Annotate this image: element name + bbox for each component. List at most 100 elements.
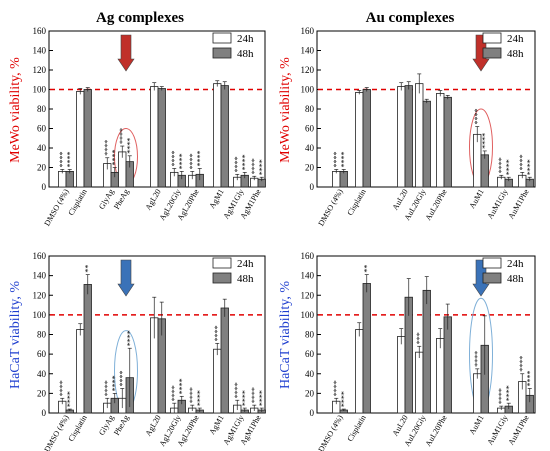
significance-label: **** xyxy=(110,375,119,391)
x-tick-label: AgM1 xyxy=(207,414,225,437)
y-tick-label: 60 xyxy=(37,349,47,359)
significance-label: **** xyxy=(170,150,179,166)
significance-label: **** xyxy=(213,325,222,341)
bar xyxy=(404,85,413,188)
significance-label: ** xyxy=(362,265,371,273)
legend-label: 48h xyxy=(237,48,254,60)
bar xyxy=(436,93,445,188)
significance-label: **** xyxy=(257,390,266,406)
significance-label: **** xyxy=(480,133,489,149)
y-tick-label: 160 xyxy=(33,251,47,261)
significance-label: **** xyxy=(473,351,482,367)
bar xyxy=(76,91,85,188)
y-tick-label: 160 xyxy=(33,26,47,36)
y-tick-label: 60 xyxy=(305,124,315,134)
y-tick-label: 80 xyxy=(305,104,315,114)
highlight-arrow xyxy=(117,34,135,72)
highlight-arrow xyxy=(117,259,135,297)
legend-swatch xyxy=(212,257,232,269)
legend-swatch xyxy=(212,32,232,44)
legend-swatch xyxy=(482,257,502,269)
y-tick-label: 0 xyxy=(310,182,315,192)
y-tick-label: 140 xyxy=(301,46,315,56)
y-tick-label: 0 xyxy=(42,182,47,192)
significance-label: **** xyxy=(58,380,67,396)
x-tick-label: AgL20 xyxy=(144,414,163,438)
ylabel-hacat-left: HaCaT viability, % xyxy=(8,281,23,389)
y-tick-label: 40 xyxy=(37,369,47,379)
y-tick-label: 160 xyxy=(301,26,315,36)
legend-label: 48h xyxy=(237,273,254,285)
significance-label: *** xyxy=(415,332,424,344)
x-tick-label: AuM1 xyxy=(467,188,485,211)
ylabel-mewo-left: MeWo viability, % xyxy=(8,57,23,163)
y-tick-label: 100 xyxy=(33,310,47,320)
y-tick-label: 20 xyxy=(305,163,315,173)
title-au: Au complexes xyxy=(366,10,455,26)
significance-label: **** xyxy=(233,382,242,398)
bar xyxy=(339,170,348,188)
significance-label: **** xyxy=(504,159,513,175)
significance-label: **** xyxy=(504,385,513,401)
ylabel-hacat-right: HaCaT viability, % xyxy=(278,281,293,389)
x-tick-label: AuM1Phe xyxy=(506,413,530,446)
significance-label: **** xyxy=(339,151,348,167)
significance-label: **** xyxy=(525,370,534,386)
x-tick-label: AuM1 xyxy=(467,414,485,437)
x-tick-label: AuL20 xyxy=(391,188,410,212)
significance-label: **** xyxy=(250,387,259,403)
significance-label: **** xyxy=(195,150,204,166)
y-tick-label: 120 xyxy=(301,290,315,300)
y-tick-label: 140 xyxy=(301,271,315,281)
significance-label: **** xyxy=(58,151,67,167)
y-tick-label: 0 xyxy=(310,408,315,418)
significance-label: **** xyxy=(110,150,119,166)
legend-swatch xyxy=(212,47,232,59)
y-tick-label: 20 xyxy=(305,388,315,398)
x-tick-label: DMSO (4%) xyxy=(42,413,71,451)
legend-swatch xyxy=(212,272,232,284)
y-tick-label: 0 xyxy=(42,408,47,418)
bar xyxy=(355,92,364,188)
legend-label: 48h xyxy=(507,273,524,285)
y-tick-label: 40 xyxy=(37,143,47,153)
y-tick-label: 60 xyxy=(305,349,315,359)
significance-label: **** xyxy=(177,378,186,394)
y-tick-label: 20 xyxy=(37,163,47,173)
y-tick-label: 160 xyxy=(301,251,315,261)
title-ag: Ag complexes xyxy=(96,10,184,26)
x-tick-label: DMSO (4%) xyxy=(316,413,345,451)
y-tick-label: 100 xyxy=(301,85,315,95)
legend-label: 24h xyxy=(507,258,524,270)
bar xyxy=(76,329,85,414)
ylabel-mewo-right: MeWo viability, % xyxy=(278,57,293,163)
y-tick-label: 120 xyxy=(301,65,315,75)
x-tick-label: Cisplatin xyxy=(345,414,367,444)
y-tick-label: 80 xyxy=(305,330,315,340)
y-tick-label: 140 xyxy=(33,46,47,56)
legend-label: 48h xyxy=(507,48,524,60)
significance-label: **** xyxy=(195,390,204,406)
significance-label: **** xyxy=(65,151,74,167)
significance-label: **** xyxy=(473,109,482,125)
legend-swatch xyxy=(482,32,502,44)
x-tick-label: AgM1 xyxy=(207,188,225,211)
bar xyxy=(220,307,229,414)
y-tick-label: 80 xyxy=(37,330,47,340)
legend-label: 24h xyxy=(237,258,254,270)
significance-label: **** xyxy=(170,385,179,401)
significance-label: **** xyxy=(525,159,534,175)
y-tick-label: 60 xyxy=(37,124,47,134)
bar xyxy=(65,170,74,188)
significance-label: **** xyxy=(240,154,249,170)
y-tick-label: 140 xyxy=(33,271,47,281)
bar xyxy=(397,86,406,188)
legend-label: 24h xyxy=(507,33,524,45)
significance-label: **** xyxy=(233,156,242,172)
bar xyxy=(213,83,222,188)
x-tick-label: PheAg xyxy=(112,188,131,211)
legend-swatch xyxy=(482,272,502,284)
x-tick-label: Cisplatin xyxy=(345,188,367,218)
